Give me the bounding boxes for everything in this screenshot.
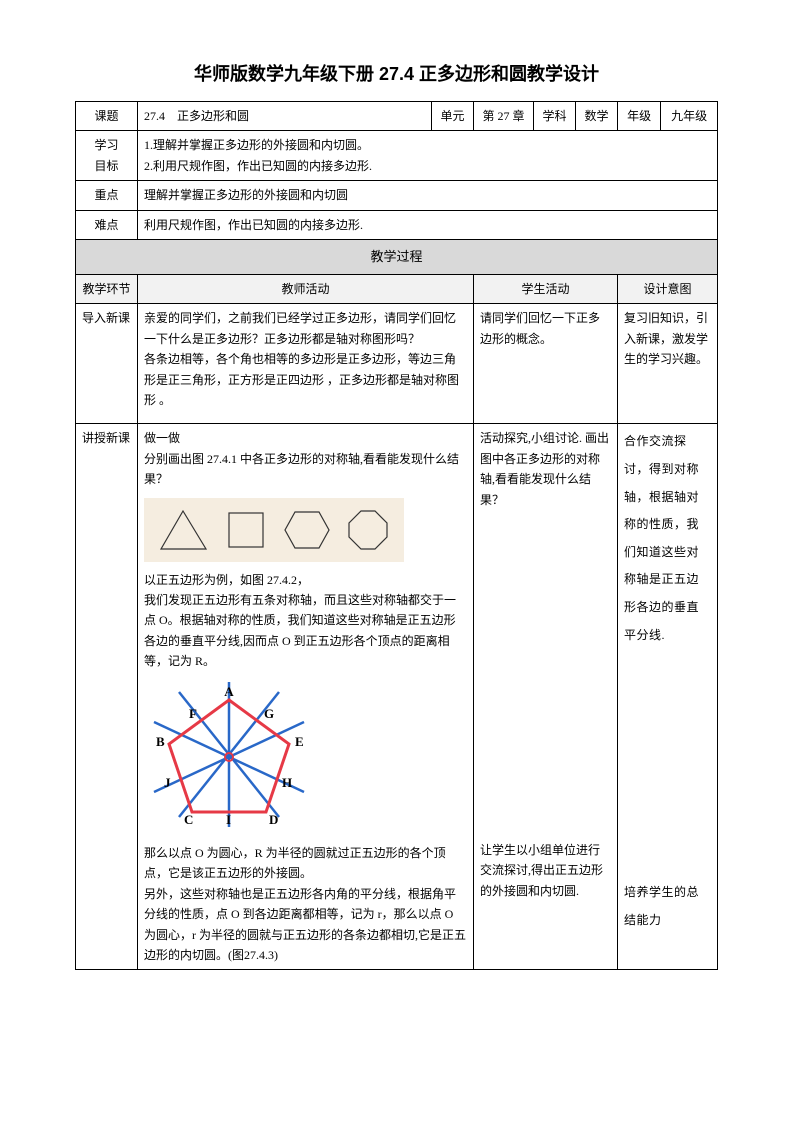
teacher-cell: 亲爱的同学们，之前我们已经学过正多边形，请同学们回忆一下什么是正多边形？正多边形… bbox=[138, 304, 474, 424]
svg-text:G: G bbox=[264, 706, 274, 721]
objectives-label: 学习目标 bbox=[76, 131, 138, 181]
table-row: 导入新课 亲爱的同学们，之前我们已经学过正多边形，请同学们回忆一下什么是正多边形… bbox=[76, 304, 718, 424]
intent-p2: 培养学生的总结能力 bbox=[624, 879, 711, 934]
pentagon-diagram: A G E H D I C J B F bbox=[144, 682, 467, 833]
student-cell: 活动探究,小组讨论. 画出图中各正多边形的对称轴,看看能发现什么结果？ 让学生以… bbox=[474, 424, 618, 970]
svg-text:C: C bbox=[184, 812, 193, 827]
col-stage: 教学环节 bbox=[76, 275, 138, 304]
emphasis-label: 重点 bbox=[76, 181, 138, 210]
svg-text:B: B bbox=[156, 734, 165, 749]
col-teacher: 教师活动 bbox=[138, 275, 474, 304]
difficulty-label: 难点 bbox=[76, 210, 138, 239]
subject-value: 数学 bbox=[576, 102, 618, 131]
unit-value: 第 27 章 bbox=[474, 102, 534, 131]
svg-text:J: J bbox=[164, 775, 171, 790]
svg-text:E: E bbox=[295, 734, 304, 749]
student-p2: 让学生以小组单位进行交流探讨,得出正五边形的外接圆和内切圆. bbox=[480, 840, 611, 901]
teacher-p1: 做一做 分别画出图 27.4.1 中各正多边形的对称轴,看看能发现什么结果？ bbox=[144, 428, 467, 489]
intent-p1: 合作交流探讨，得到对称轴，根据轴对称的性质，我们知道这些对称轴是正五边形各边的垂… bbox=[624, 428, 711, 649]
svg-text:H: H bbox=[282, 775, 292, 790]
hexagon-icon bbox=[281, 506, 333, 554]
topic-value: 27.4 正多边形和圆 bbox=[138, 102, 432, 131]
col-intent: 设计意图 bbox=[618, 275, 718, 304]
lesson-plan-table: 课题 27.4 正多边形和圆 单元 第 27 章 学科 数学 年级 九年级 学习… bbox=[75, 101, 718, 970]
unit-label: 单元 bbox=[432, 102, 474, 131]
table-row: 讲授新课 做一做 分别画出图 27.4.1 中各正多边形的对称轴,看看能发现什么… bbox=[76, 424, 718, 970]
page-title: 华师版数学九年级下册 27.4 正多边形和圆教学设计 bbox=[75, 60, 718, 86]
teacher-p2: 以正五边形为例，如图 27.4.2， 我们发现正五边形有五条对称轴，而且这些对称… bbox=[144, 570, 467, 672]
grade-label: 年级 bbox=[618, 102, 661, 131]
intent-cell: 合作交流探讨，得到对称轴，根据轴对称的性质，我们知道这些对称轴是正五边形各边的垂… bbox=[618, 424, 718, 970]
teacher-cell: 做一做 分别画出图 27.4.1 中各正多边形的对称轴,看看能发现什么结果？ 以… bbox=[138, 424, 474, 970]
svg-text:I: I bbox=[226, 812, 231, 827]
triangle-icon bbox=[156, 506, 211, 554]
intent-cell: 复习旧知识，引入新课，激发学生的学习兴趣。 bbox=[618, 304, 718, 424]
grade-value: 九年级 bbox=[661, 102, 718, 131]
svg-text:D: D bbox=[269, 812, 278, 827]
teacher-p3: 那么以点 O 为圆心，R 为半径的圆就过正五边形的各个顶点，它是该正五边形的外接… bbox=[144, 843, 467, 965]
svg-text:A: A bbox=[224, 684, 234, 699]
stage-cell: 导入新课 bbox=[76, 304, 138, 424]
subject-label: 学科 bbox=[534, 102, 576, 131]
objectives-text: 1.理解并掌握正多边形的外接圆和内切圆。 2.利用尺规作图，作出已知圆的内接多边… bbox=[138, 131, 718, 181]
topic-label: 课题 bbox=[76, 102, 138, 131]
process-header: 教学过程 bbox=[76, 239, 718, 274]
square-icon bbox=[222, 506, 270, 554]
octagon-icon bbox=[344, 506, 392, 554]
student-cell: 请同学们回忆一下正多边形的概念。 bbox=[474, 304, 618, 424]
student-p1: 活动探究,小组讨论. 画出图中各正多边形的对称轴,看看能发现什么结果？ bbox=[480, 428, 611, 510]
difficulty-text: 利用尺规作图，作出已知圆的内接多边形. bbox=[138, 210, 718, 239]
stage-cell: 讲授新课 bbox=[76, 424, 138, 970]
svg-text:F: F bbox=[189, 706, 197, 721]
col-student: 学生活动 bbox=[474, 275, 618, 304]
emphasis-text: 理解并掌握正多边形的外接圆和内切圆 bbox=[138, 181, 718, 210]
shapes-panel bbox=[144, 498, 404, 562]
